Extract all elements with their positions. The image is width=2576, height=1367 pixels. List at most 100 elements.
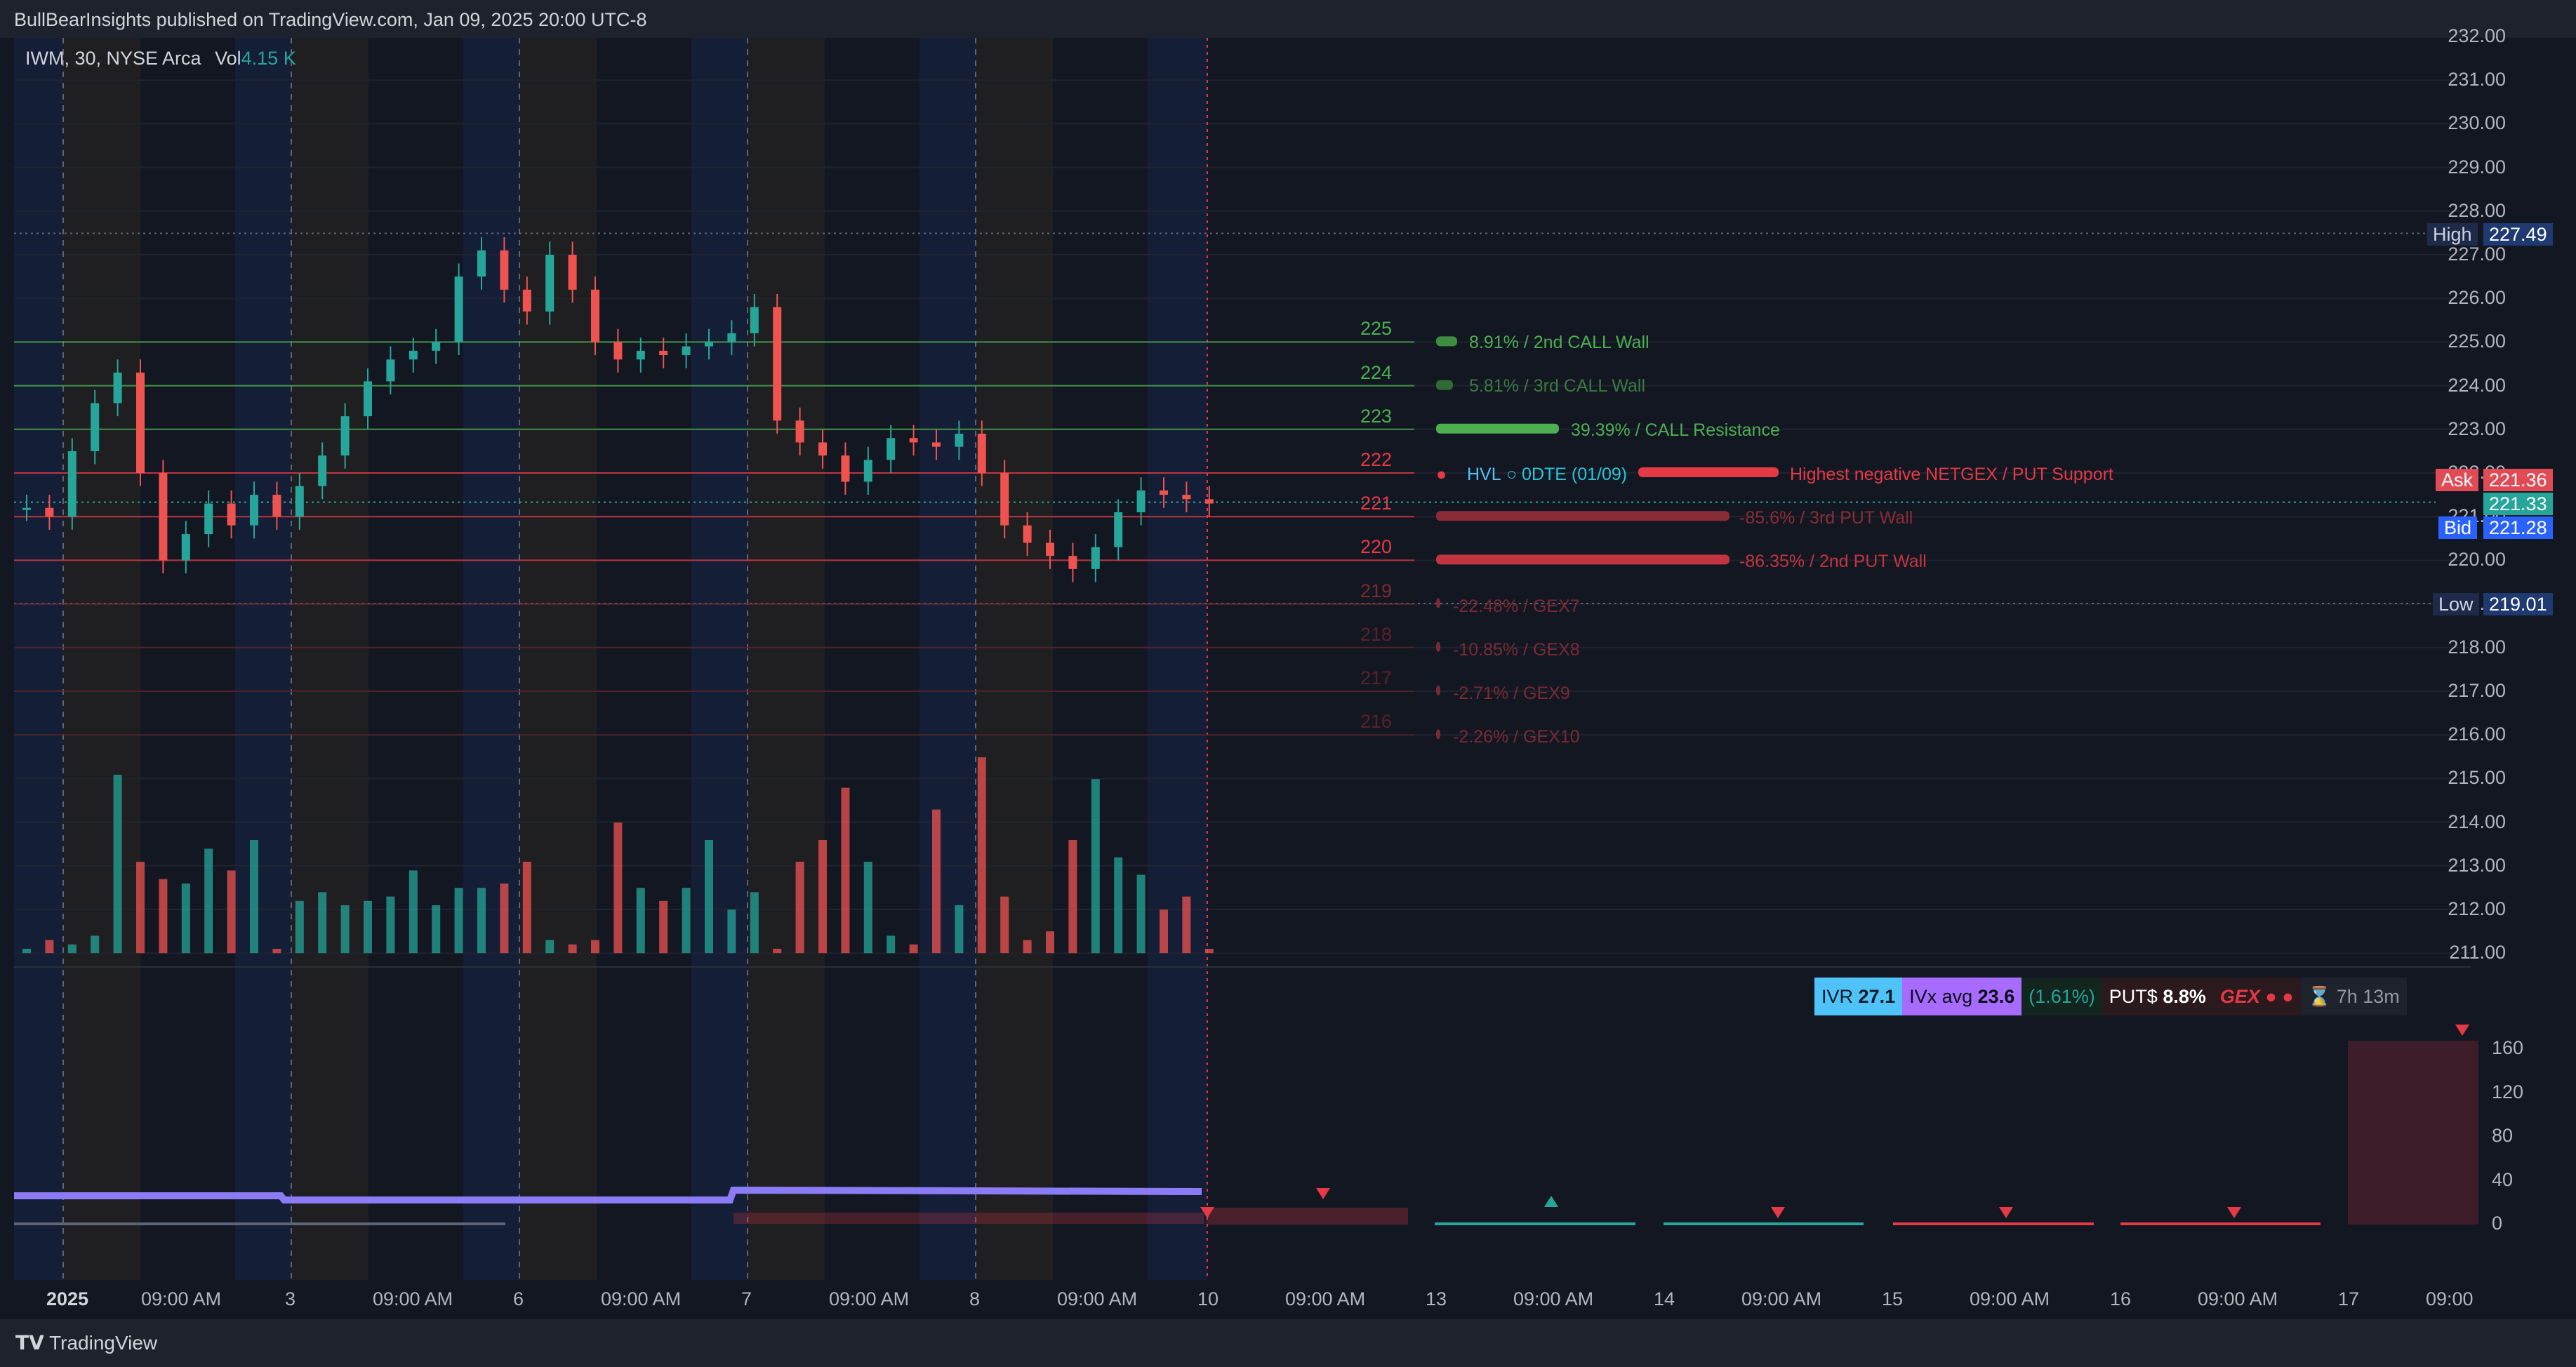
candle-body	[1204, 499, 1214, 504]
candle-body	[568, 255, 577, 290]
volume-bar	[1046, 931, 1054, 954]
price-axis-tick: 231.00	[2448, 69, 2506, 91]
price-axis-tick: 230.00	[2448, 112, 2506, 134]
ask-tag-label: Ask	[2436, 469, 2479, 491]
price-axis-tick: 216.00	[2448, 723, 2506, 745]
time-axis-tick: 3	[285, 1288, 296, 1309]
volume-value: 4.15 K	[241, 48, 296, 69]
timer-value: 7h 13m	[2336, 986, 2400, 1007]
down-arrow-icon	[2227, 1207, 2241, 1218]
strike-label-224: 224	[1360, 361, 1393, 383]
ivx-label: IVx avg	[1909, 986, 1973, 1007]
time-axis-tick: 14	[1654, 1288, 1675, 1309]
volume-bar	[250, 840, 258, 954]
candle-body	[91, 403, 100, 451]
time-axis-tick: 09:00 AM	[1741, 1288, 1822, 1309]
time-axis-tick: 09:00 AM	[1057, 1288, 1138, 1309]
candle-body	[386, 359, 395, 382]
time-axis-tick: 2025	[46, 1288, 89, 1309]
gex-bar-222	[1638, 467, 1779, 477]
volume-bar	[159, 879, 168, 954]
gex-bar-217	[1436, 686, 1440, 695]
strike-label-221: 221	[1360, 493, 1393, 514]
volume-bar	[795, 862, 804, 954]
time-axis-tick: 09:00 AM	[373, 1288, 453, 1309]
candle-body	[159, 473, 168, 561]
candle-body	[204, 503, 213, 535]
strike-label-222: 222	[1360, 449, 1393, 470]
gex-label-224: 5.81% / 3rd CALL Wall	[1469, 376, 1646, 396]
volume-bar	[818, 840, 827, 954]
volume-bar	[1091, 779, 1100, 954]
candle-body	[955, 434, 964, 447]
ask-tag-value: 221.36	[2483, 469, 2553, 491]
volume-bar	[613, 822, 623, 954]
gex-label-217: -2.71% / GEX9	[1453, 684, 1570, 703]
volume-bars	[22, 757, 1214, 954]
gex-bar-220	[1436, 554, 1729, 565]
time-axis-tick: 17	[2338, 1288, 2360, 1309]
volume-bar	[181, 883, 190, 954]
up-arrow-icon	[1544, 1196, 1558, 1207]
volume-bar	[227, 870, 236, 954]
tradingview-logo[interactable]: 𝗧𝗩 TradingView	[15, 1331, 157, 1354]
volume-bar	[364, 900, 372, 954]
volume-bar	[773, 949, 782, 954]
volume-bar	[705, 840, 713, 954]
session-band	[14, 38, 63, 1280]
ivx-line	[14, 1186, 1202, 1203]
candle-body	[1136, 490, 1146, 512]
indicator-pane	[14, 1025, 2478, 1225]
candlesticks	[22, 237, 1214, 582]
candle-body	[591, 289, 599, 342]
session-bands	[14, 38, 1207, 1280]
candle-body	[613, 342, 623, 360]
candle-body	[113, 372, 122, 404]
session-band	[748, 38, 825, 1280]
volume-bar	[477, 888, 486, 954]
volume-bar	[409, 870, 418, 954]
candle-body	[659, 350, 668, 356]
candle-body	[22, 507, 31, 510]
down-arrow-icon	[2455, 1025, 2469, 1036]
gex-bar-221	[1436, 511, 1729, 521]
price-axis-tick: 217.00	[2448, 680, 2506, 701]
hvl-dte-label: ○ 0DTE (01/09)	[1506, 465, 1628, 484]
down-arrow-icon	[1999, 1207, 2013, 1218]
volume-bar	[454, 888, 463, 954]
candle-body	[750, 307, 759, 333]
volume-bar	[863, 862, 872, 954]
volume-bar	[272, 949, 281, 954]
candle-body	[909, 438, 918, 443]
price-axis-tick: 212.00	[2448, 898, 2506, 919]
volume-bar	[727, 909, 736, 954]
volume-bar	[1204, 949, 1214, 954]
volume-bar	[887, 935, 896, 954]
session-band	[976, 38, 1053, 1280]
candle-body	[932, 442, 941, 447]
volume-bar	[750, 892, 759, 954]
candle-body	[1023, 525, 1032, 543]
candle-body	[250, 495, 258, 526]
stats-bar[interactable]: IVR 27.1 IVx avg 23.6 (1.61%) PUT$ 8.8% …	[1814, 978, 2407, 1015]
time-axis-tick: 09:00 AM	[2198, 1288, 2278, 1309]
session-band	[463, 38, 519, 1280]
volume-bar	[386, 896, 395, 954]
volume-bar	[682, 888, 691, 954]
indicator-axis-tick: 0	[2492, 1213, 2503, 1234]
volume-bar	[136, 862, 145, 954]
volume-bar	[67, 944, 77, 954]
time-axis-tick: 09:00 AM	[1285, 1288, 1366, 1309]
volume-bar	[568, 944, 577, 954]
time-axis-tick: 09:00 AM	[1513, 1288, 1594, 1309]
price-axis-tick: 226.00	[2448, 287, 2506, 309]
candle-body	[1114, 512, 1123, 547]
candle-body	[545, 255, 555, 312]
candle-body	[705, 342, 713, 347]
candle-body	[818, 442, 827, 456]
chart-canvas[interactable]	[0, 38, 2576, 1319]
candle-body	[841, 455, 850, 482]
gex-status-dot-icon: ●	[2282, 986, 2294, 1007]
session-band	[691, 38, 748, 1280]
symbol-legend[interactable]: IWM, 30, NYSE Arca Vol4.15 K	[25, 48, 296, 69]
